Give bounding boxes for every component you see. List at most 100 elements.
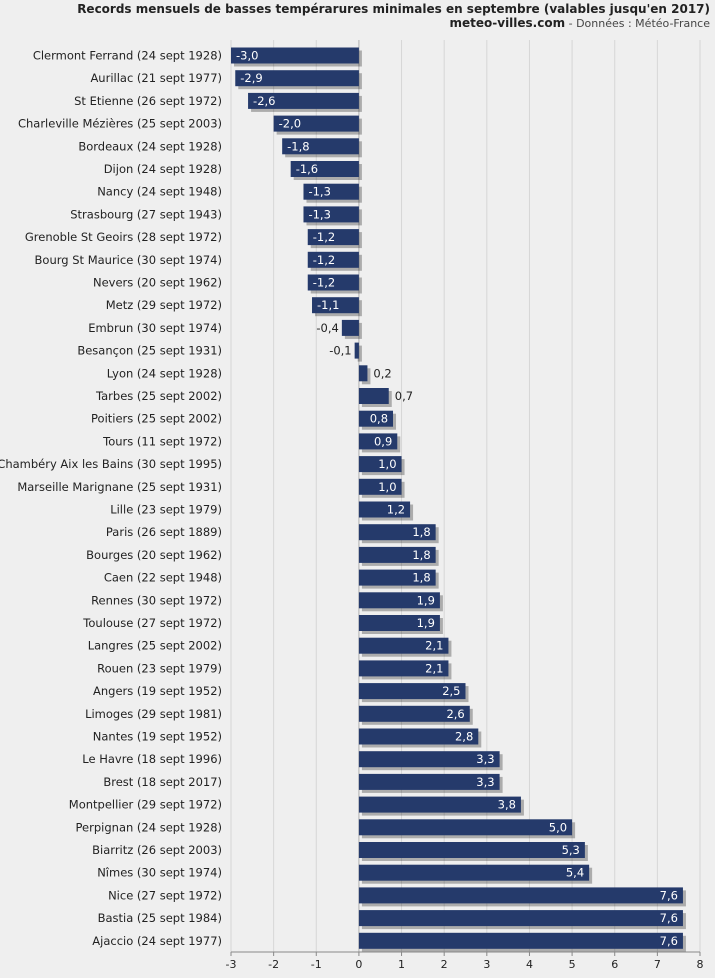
value-label: -1,3 bbox=[308, 185, 330, 199]
bar bbox=[358, 728, 479, 745]
value-label: 5,3 bbox=[562, 843, 580, 857]
category-label: Angers (19 sept 1952) bbox=[93, 684, 222, 698]
value-label: -1,2 bbox=[313, 276, 335, 290]
category-label: Poitiers (25 sept 2002) bbox=[91, 412, 222, 426]
category-label: Nantes (19 sept 1952) bbox=[93, 730, 222, 744]
x-tick-label: 2 bbox=[441, 958, 448, 971]
value-label: 1,0 bbox=[378, 480, 396, 494]
bar bbox=[358, 705, 470, 722]
x-tick-label: -2 bbox=[268, 958, 279, 971]
bar bbox=[358, 683, 466, 700]
category-label: Dijon (24 sept 1928) bbox=[104, 162, 222, 176]
bar bbox=[273, 115, 359, 132]
category-label: Lyon (24 sept 1928) bbox=[107, 366, 222, 380]
value-label: 1,9 bbox=[417, 593, 435, 607]
value-label: -0,1 bbox=[329, 344, 351, 358]
bar bbox=[358, 842, 585, 858]
bar bbox=[307, 274, 359, 291]
bar bbox=[358, 932, 683, 949]
bar bbox=[282, 138, 359, 155]
category-label: Nevers (20 sept 1962) bbox=[93, 276, 222, 290]
x-tick-label: 8 bbox=[697, 958, 704, 971]
category-label: Embrun (30 sept 1974) bbox=[88, 321, 222, 335]
bars bbox=[231, 47, 686, 952]
bar bbox=[358, 615, 440, 631]
value-label: 5,4 bbox=[566, 866, 584, 880]
bar bbox=[307, 251, 359, 268]
category-label: Bourges (20 sept 1962) bbox=[86, 548, 222, 562]
category-label: Ajaccio (24 sept 1977) bbox=[92, 934, 222, 948]
value-label: -1,1 bbox=[317, 298, 339, 312]
chart-title: Records mensuels de basses tempérarures … bbox=[77, 2, 710, 16]
x-tick-label: 6 bbox=[611, 958, 618, 971]
bar bbox=[358, 524, 436, 541]
bar bbox=[358, 478, 402, 495]
value-label: 2,1 bbox=[425, 661, 443, 675]
value-label: 7,6 bbox=[660, 888, 678, 902]
bar bbox=[358, 592, 440, 609]
bar bbox=[358, 637, 449, 654]
value-label: 3,3 bbox=[476, 775, 494, 789]
category-label: Strasbourg (27 sept 1943) bbox=[70, 207, 222, 221]
x-tick-label: 1 bbox=[398, 958, 405, 971]
bar bbox=[307, 229, 359, 246]
category-label: Lille (23 sept 1979) bbox=[110, 503, 222, 517]
category-label: Bastia (25 sept 1984) bbox=[98, 911, 222, 925]
value-label: 2,1 bbox=[425, 639, 443, 653]
x-tick-label: 4 bbox=[526, 958, 533, 971]
category-label: Grenoble St Geoirs (28 sept 1972) bbox=[25, 230, 222, 244]
value-label: 0,8 bbox=[370, 412, 388, 426]
value-label: -1,2 bbox=[313, 253, 335, 267]
value-label: 0,9 bbox=[374, 434, 392, 448]
x-tick-label: 5 bbox=[569, 958, 576, 971]
category-label: Chambéry Aix les Bains (30 sept 1995) bbox=[0, 457, 222, 471]
bar bbox=[358, 456, 402, 473]
bar bbox=[358, 569, 436, 586]
bar bbox=[358, 796, 521, 813]
value-label: 3,8 bbox=[498, 798, 516, 812]
subtitle-source: - Données : Météo-France bbox=[565, 17, 710, 30]
category-label: Rennes (30 sept 1972) bbox=[91, 593, 222, 607]
bar bbox=[358, 388, 389, 404]
category-label: Perpignan (24 sept 1928) bbox=[76, 820, 222, 834]
bar bbox=[358, 819, 573, 836]
category-label: Rouen (23 sept 1979) bbox=[97, 661, 222, 675]
bar bbox=[358, 433, 398, 450]
value-label: -2,9 bbox=[240, 71, 262, 85]
category-label: Charleville Mézières (25 sept 2003) bbox=[18, 117, 222, 131]
value-label: 1,8 bbox=[412, 571, 430, 585]
bar bbox=[303, 183, 359, 200]
value-label: 7,6 bbox=[660, 934, 678, 948]
bar bbox=[248, 92, 359, 109]
value-label: -1,8 bbox=[287, 139, 309, 153]
category-label: Aurillac (21 sept 1977) bbox=[90, 71, 222, 85]
bar-shadow bbox=[357, 345, 362, 362]
category-labels: Clermont Ferrand (24 sept 1928) Aurillac … bbox=[0, 49, 222, 948]
category-label: St Etienne (26 sept 1972) bbox=[74, 94, 222, 108]
bar bbox=[341, 319, 359, 336]
category-label: Limoges (29 sept 1981) bbox=[85, 707, 222, 721]
value-label: 3,3 bbox=[476, 752, 494, 766]
category-label: Nîmes (30 sept 1974) bbox=[97, 866, 222, 880]
bar bbox=[303, 206, 359, 223]
value-label: -1,6 bbox=[296, 162, 318, 176]
bar bbox=[358, 910, 683, 927]
bar bbox=[358, 660, 449, 677]
category-label: Tours (11 sept 1972) bbox=[102, 434, 222, 448]
category-label: Langres (25 sept 2002) bbox=[88, 639, 222, 653]
value-label: -1,3 bbox=[308, 207, 330, 221]
x-tick-label: 0 bbox=[355, 958, 362, 971]
bar bbox=[358, 751, 500, 768]
value-label: -2,6 bbox=[253, 94, 275, 108]
bar bbox=[290, 161, 359, 177]
value-label: -2,0 bbox=[279, 117, 301, 131]
x-axis: -3 -2 -1 0 1 2 3 4 5 6 7 8 bbox=[226, 951, 704, 971]
category-label: Clermont Ferrand (24 sept 1928) bbox=[33, 49, 222, 63]
value-label: 0,7 bbox=[395, 389, 413, 403]
bar bbox=[358, 546, 436, 563]
category-label: Montpellier (29 sept 1972) bbox=[69, 798, 222, 812]
category-label: Nancy (24 sept 1948) bbox=[97, 185, 222, 199]
value-label: 2,6 bbox=[446, 707, 464, 721]
x-tick-label: 3 bbox=[483, 958, 490, 971]
